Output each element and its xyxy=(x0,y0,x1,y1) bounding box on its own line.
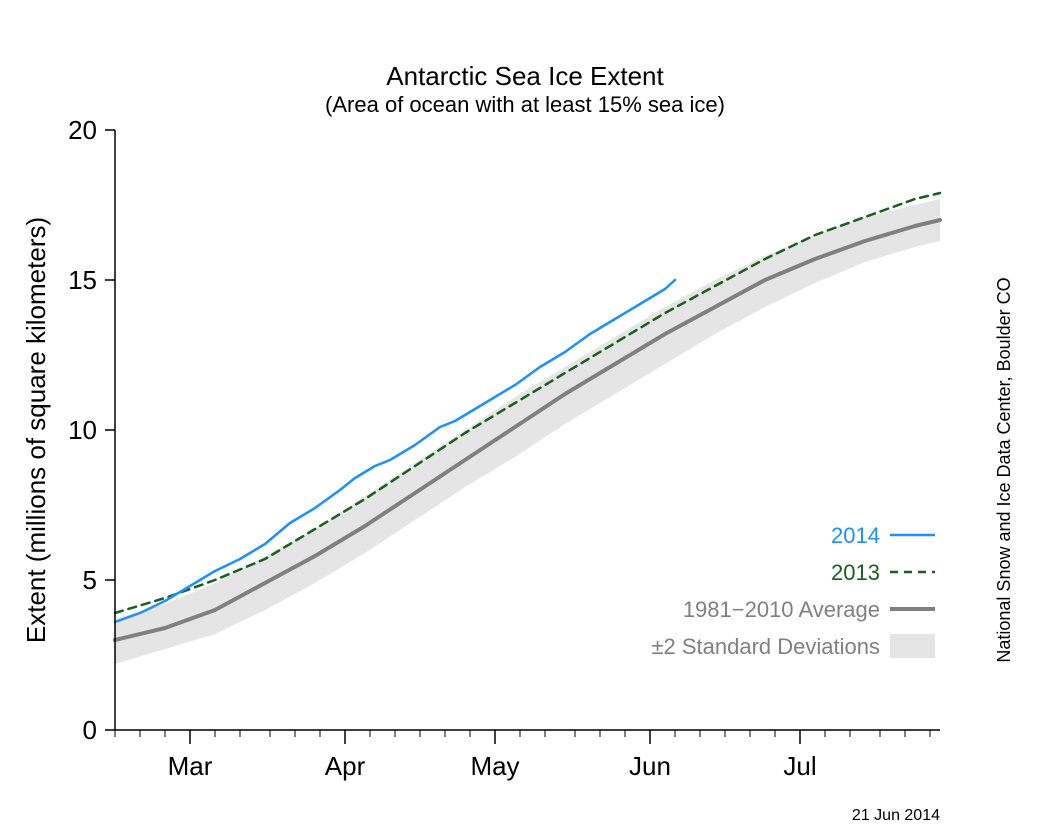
chart-container: Antarctic Sea Ice Extent(Area of ocean w… xyxy=(0,0,1050,840)
x-tick-label: Jun xyxy=(629,751,671,781)
x-tick-label: Mar xyxy=(168,751,213,781)
stddev-band xyxy=(115,199,940,664)
y-tick-label: 5 xyxy=(83,565,97,595)
x-tick-label: Jul xyxy=(783,751,816,781)
y-tick-label: 15 xyxy=(68,265,97,295)
chart-svg: Antarctic Sea Ice Extent(Area of ocean w… xyxy=(0,0,1050,840)
source-credit: National Snow and Ice Data Center, Bould… xyxy=(994,277,1014,662)
y-tick-label: 10 xyxy=(68,415,97,445)
y-tick-label: 20 xyxy=(68,115,97,145)
legend-label-y2013: 2013 xyxy=(831,560,880,585)
y-axis-label: Extent (millions of square kilometers) xyxy=(21,217,51,643)
x-tick-label: May xyxy=(470,751,519,781)
series-2014 xyxy=(115,280,675,622)
legend-swatch-band xyxy=(890,634,935,658)
x-tick-label: Apr xyxy=(325,751,366,781)
chart-subtitle: (Area of ocean with at least 15% sea ice… xyxy=(325,92,725,117)
legend-label-avg: 1981−2010 Average xyxy=(683,597,880,622)
date-stamp: 21 Jun 2014 xyxy=(852,807,940,824)
legend-label-y2014: 2014 xyxy=(831,523,880,548)
chart-title: Antarctic Sea Ice Extent xyxy=(386,61,664,91)
y-tick-label: 0 xyxy=(83,715,97,745)
legend-label-band: ±2 Standard Deviations xyxy=(651,634,880,659)
